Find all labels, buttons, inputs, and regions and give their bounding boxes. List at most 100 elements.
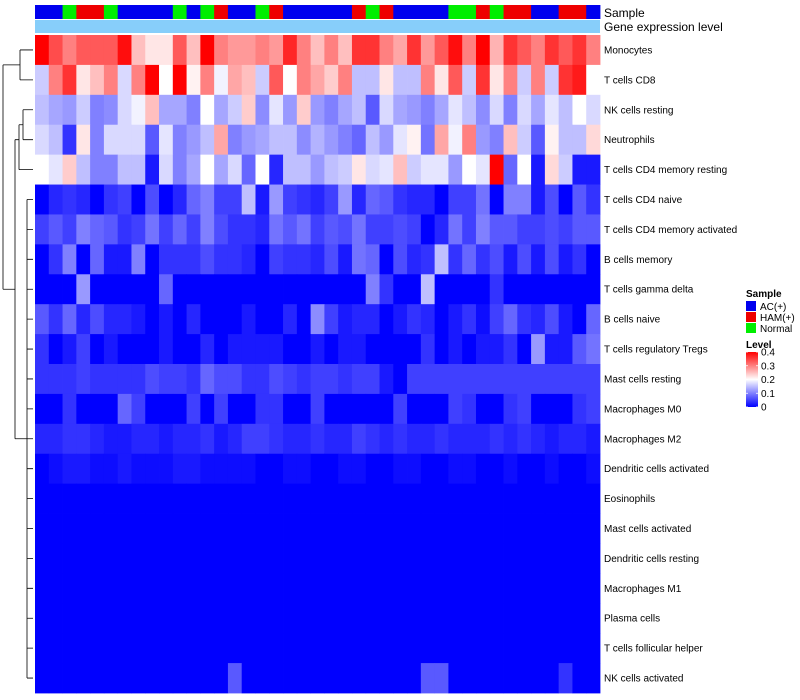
heatmap-cell bbox=[214, 633, 229, 664]
heatmap-cell bbox=[283, 573, 298, 604]
heatmap-cell bbox=[35, 663, 50, 694]
heatmap-cell bbox=[517, 334, 532, 365]
heatmap-cell bbox=[227, 334, 243, 365]
heatmap-cell bbox=[255, 633, 270, 664]
row-label: Macrophages M0 bbox=[604, 404, 682, 415]
heatmap-cell bbox=[489, 214, 504, 245]
heatmap-cell bbox=[434, 64, 449, 96]
heatmap-cell bbox=[283, 483, 298, 514]
heatmap-cell bbox=[255, 543, 270, 574]
heatmap-cell bbox=[283, 334, 298, 365]
heatmap-cell bbox=[62, 64, 77, 96]
heatmap-cell bbox=[489, 274, 504, 305]
sample-annotation-cell bbox=[283, 5, 298, 19]
heatmap-cell bbox=[131, 364, 146, 395]
heatmap-cell bbox=[572, 304, 587, 335]
heatmap-cell bbox=[186, 124, 201, 156]
heatmap-cell bbox=[379, 244, 394, 275]
heatmap-cell bbox=[572, 214, 587, 245]
heatmap-cell bbox=[48, 214, 63, 245]
heatmap-cell bbox=[379, 364, 394, 395]
heatmap-cell bbox=[76, 94, 91, 126]
heatmap-cell bbox=[324, 244, 339, 275]
heatmap-cell bbox=[145, 453, 160, 485]
heatmap-cell bbox=[283, 453, 298, 485]
heatmap-cell bbox=[117, 304, 132, 335]
heatmap-cell bbox=[310, 244, 325, 275]
heatmap-cell bbox=[241, 513, 256, 544]
heatmap-cell bbox=[200, 603, 215, 634]
heatmap-cell bbox=[475, 364, 491, 395]
heatmap-cell bbox=[420, 154, 436, 185]
heatmap-cell bbox=[296, 35, 312, 66]
heatmap-cell bbox=[269, 304, 284, 335]
heatmap-cell bbox=[448, 334, 463, 365]
heatmap-cell bbox=[489, 64, 504, 96]
heatmap-cell bbox=[255, 304, 270, 335]
heatmap-cell bbox=[338, 663, 353, 694]
heatmap-cell bbox=[172, 393, 187, 425]
heatmap-cell bbox=[283, 35, 298, 66]
heatmap-cell bbox=[517, 513, 532, 544]
heatmap-cell bbox=[586, 124, 601, 156]
heatmap-cell bbox=[227, 513, 243, 544]
heatmap-cell bbox=[241, 334, 256, 365]
heatmap-cell bbox=[448, 633, 463, 664]
heatmap-cell bbox=[296, 453, 312, 485]
heatmap-cell bbox=[558, 184, 573, 215]
heatmap-cell bbox=[558, 663, 573, 694]
heatmap-cell bbox=[62, 334, 77, 365]
heatmap-cell bbox=[90, 94, 105, 126]
heatmap-cell bbox=[365, 64, 380, 96]
heatmap-cell bbox=[255, 64, 270, 96]
heatmap-cell bbox=[393, 35, 408, 66]
heatmap-cell bbox=[531, 35, 546, 66]
heatmap-cell bbox=[462, 334, 477, 365]
heatmap-cell bbox=[117, 214, 132, 245]
heatmap-cell bbox=[241, 483, 256, 514]
heatmap-cell bbox=[145, 214, 160, 245]
heatmap-cell bbox=[76, 214, 91, 245]
heatmap-cell bbox=[255, 423, 270, 455]
heatmap-cell bbox=[393, 513, 408, 544]
heatmap-cell bbox=[517, 244, 532, 275]
heatmap-cell bbox=[351, 214, 367, 245]
heatmap-cell bbox=[269, 364, 284, 395]
heatmap-cell bbox=[117, 364, 132, 395]
heatmap-cell bbox=[434, 423, 449, 455]
heatmap-cell bbox=[159, 214, 174, 245]
heatmap-cell bbox=[159, 543, 174, 574]
heatmap-cell bbox=[379, 154, 394, 185]
heatmap-cell bbox=[324, 304, 339, 335]
heatmap-cell bbox=[448, 364, 463, 395]
heatmap-cell bbox=[241, 603, 256, 634]
sample-annotation-cell bbox=[324, 5, 339, 19]
heatmap-cell bbox=[544, 543, 560, 574]
heatmap-cell bbox=[90, 663, 105, 694]
heatmap-cell bbox=[103, 663, 119, 694]
heatmap-cell bbox=[489, 304, 504, 335]
heatmap-cell bbox=[145, 364, 160, 395]
sample-annotation-cell bbox=[434, 5, 449, 19]
heatmap-cell bbox=[531, 304, 546, 335]
heatmap-cell bbox=[117, 154, 132, 185]
heatmap-cell bbox=[407, 184, 422, 215]
heatmap-cell bbox=[462, 393, 477, 425]
heatmap-cell bbox=[103, 274, 119, 305]
heatmap-cell bbox=[324, 483, 339, 514]
heatmap-cell bbox=[407, 573, 422, 604]
heatmap-cell bbox=[76, 64, 91, 96]
heatmap-cell bbox=[531, 274, 546, 305]
heatmap-cell bbox=[531, 334, 546, 365]
heatmap-cell bbox=[420, 663, 436, 694]
heatmap-cell bbox=[448, 64, 463, 96]
sample-annotation-cell bbox=[462, 5, 477, 19]
heatmap-cell bbox=[351, 663, 367, 694]
heatmap-cell bbox=[186, 64, 201, 96]
heatmap-cell bbox=[283, 543, 298, 574]
heatmap-cell bbox=[35, 35, 50, 66]
sample-annotation-cell bbox=[186, 5, 201, 19]
heatmap-cell bbox=[407, 35, 422, 66]
heatmap-cell bbox=[531, 154, 546, 185]
heatmap-cell bbox=[338, 214, 353, 245]
